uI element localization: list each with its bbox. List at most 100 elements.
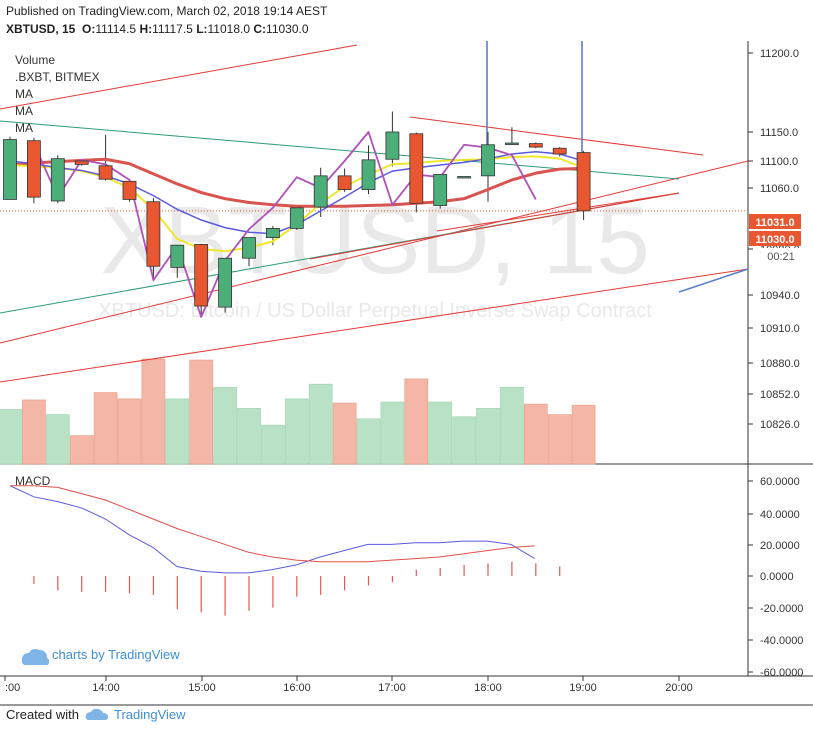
macd-line [9,485,535,574]
time-axis-label: 20:00 [665,682,693,694]
volume-bar [165,398,190,465]
macd-axis-label: 20.0000 [760,540,800,552]
candle-up [433,174,448,206]
trendline [0,160,749,344]
macd-axis-label: -40.0000 [760,635,803,647]
volume-bar [547,414,572,465]
volume-bar [261,424,285,465]
volume-bar [117,398,142,465]
price-badge-1-bg [749,214,801,229]
tradingview-link[interactable]: TradingView [85,707,186,722]
close-value: 11030.0 [266,22,309,36]
volume-bar [141,358,166,465]
price-axis-label: 10940.0 [760,290,800,302]
published-line: Published on TradingView.com, March 02, … [6,4,328,18]
volume-bar [500,387,524,465]
macd-axis: 60.0000 40.0000 20.0000 0.0000 -20.0000 -40.0… [748,476,803,679]
low-label: L:11018.0 [196,22,251,36]
price-badges: 11031.0 11030.0 00:21 [749,214,801,263]
volume-bars [0,358,596,465]
candle-bodies [3,131,591,308]
candle-up [361,159,376,190]
candle-up [265,228,280,238]
macd-axis-label: 0.0000 [760,571,794,583]
macd-axis-label: 60.0000 [760,476,800,488]
price-axis-label: 11060.0 [760,183,799,195]
candle-up [481,144,495,177]
trendline [0,44,358,110]
volume-bar [0,409,22,465]
volume-bar [237,408,261,465]
volume-bar [476,408,500,465]
time-axis-label: 17:00 [378,682,406,694]
price-badge-2-bg [749,231,801,246]
macd-axis-label: -20.0000 [760,603,803,615]
candle-up [50,158,65,202]
legend-volume: Volume [15,53,55,67]
price-axis-label: 10826.0 [760,419,800,431]
high-value: 11117.5 [152,22,193,36]
countdown-badge-bg [761,248,801,263]
volume-bar [22,399,46,465]
trendlines [0,41,749,383]
trendline [309,192,680,260]
candle-down [74,160,89,165]
legend-ma-2: MA [15,104,33,118]
time-axis-label: 16:00 [283,682,311,694]
macd-pane[interactable]: MACD [9,474,561,616]
charts-by-tradingview[interactable]: charts by TradingView [21,647,180,665]
candle-down [98,165,113,180]
time-axis[interactable]: :00 14:00 15:00 16:00 17:00 18:00 19:00 20:00 [4,676,693,694]
trendline [436,192,680,232]
trendline [409,116,704,156]
candle-up [504,142,519,145]
created-with-label: Created with [6,707,79,722]
cloud-icon [85,708,108,720]
legend-ma-3: MA [15,121,33,135]
volume-bar [356,418,381,465]
candle-down [146,201,161,267]
time-axis-label: 19:00 [569,682,597,694]
cloud-icon [21,649,50,665]
price-axis-label: 11200.0 [760,48,799,60]
chart-svg[interactable]: XBTUSD, 15 XBTUSD: Bitcoin / US Dollar P… [0,41,813,706]
watermark-small: XBTUSD: Bitcoin / US Dollar Perpetual In… [98,300,652,322]
price-axis-label: 10880.0 [760,358,800,370]
symbol-label: XBTUSD, 15 [6,22,76,36]
volume-bar [284,398,309,465]
time-axis-label: :00 [5,682,20,694]
candle-down [409,133,424,204]
price-axis-label: 11150.0 [760,127,798,139]
candle-up [313,175,328,208]
bxbt-line [33,131,537,318]
volume-bar [523,403,548,465]
chart-area[interactable]: XBTUSD, 15 XBTUSD: Bitcoin / US Dollar P… [0,41,813,706]
candle-up [3,139,17,200]
volume-bar [428,401,453,465]
trendline [0,268,749,383]
footer: Created with TradingView [6,707,186,722]
volume-bar [332,402,357,465]
candle-down [552,147,567,155]
volume-bar [189,359,214,465]
volume-bar [308,383,333,465]
price-axis-label: 10910.0 [760,323,800,335]
candle-up [289,207,304,229]
time-axis-label: 14:00 [92,682,120,694]
legend-ma-1: MA [15,87,33,101]
macd-label: MACD [15,474,51,488]
price-badge-2: 11030.0 [755,234,794,246]
candle-down [122,180,137,200]
open-label: O:11114.5 [82,22,137,36]
indicator-legend: Volume .BXBT, BITMEX MA MA MA [15,53,100,135]
volume-bar [380,401,405,465]
candle-up [218,257,233,308]
candle-down [576,152,591,212]
close-label: C:11030.0 [253,22,309,36]
candle-down [528,143,543,148]
low-value: 11018.0 [207,22,251,36]
countdown-badge: 00:21 [767,251,795,263]
open-value: 11114.5 [95,22,137,36]
candle-up [170,244,185,268]
candle-down [26,140,41,198]
